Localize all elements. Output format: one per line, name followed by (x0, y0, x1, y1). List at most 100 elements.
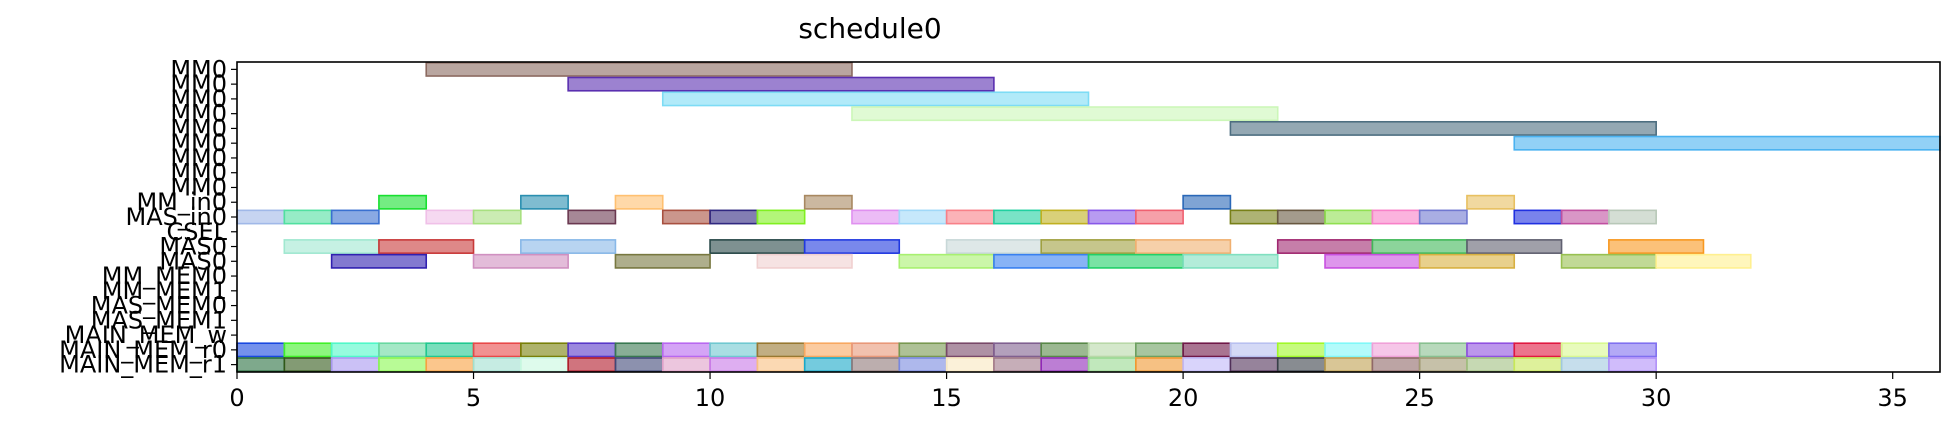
task-bar (803, 357, 853, 373)
task-bar (567, 209, 617, 225)
task-bar (898, 209, 948, 225)
task-bar (330, 342, 380, 358)
task-bar (1135, 209, 1184, 225)
task-bar (1371, 342, 1421, 358)
task-bar (567, 357, 617, 373)
task-bar (1182, 253, 1279, 269)
task-bar (472, 253, 569, 269)
row-label: MM0 (170, 159, 227, 187)
task-bar (1513, 342, 1563, 358)
task-bar (1182, 194, 1232, 210)
row-label: MM0 (170, 100, 227, 128)
task-bar (1135, 239, 1232, 254)
row-label: MAIN_MEM_r1 (59, 351, 227, 379)
task-bar (1418, 357, 1468, 373)
task-bar (1466, 194, 1516, 210)
task-bar (1229, 342, 1279, 358)
task-bar (236, 357, 286, 373)
row-label: MM0 (170, 144, 227, 172)
x-tick-label: 0 (229, 384, 244, 412)
task-bar (803, 194, 853, 210)
row-label: MAIN_MEM_r0 (59, 336, 227, 364)
task-bar (1040, 342, 1090, 358)
task-bar (1229, 120, 1657, 136)
task-bar (851, 357, 901, 373)
row-label: MM_in0 (136, 188, 227, 216)
task-bar (1276, 342, 1326, 358)
task-bar (283, 357, 333, 373)
task-bar (1324, 209, 1374, 225)
task-bar (993, 357, 1042, 373)
task-bar (236, 209, 286, 225)
task-bar (1040, 357, 1090, 373)
task-bar (1229, 209, 1279, 225)
x-tick-label: 35 (1877, 384, 1908, 412)
task-bar (378, 357, 428, 373)
task-bars (236, 61, 1941, 373)
x-tick-label: 10 (695, 384, 726, 412)
task-bar (614, 253, 711, 269)
task-bar (1513, 135, 1941, 151)
chart-title: schedule0 (798, 12, 941, 45)
task-bar (1324, 253, 1421, 269)
task-bar (472, 342, 522, 358)
x-axis: 0 5 10 15 20 25 30 35 (229, 372, 1908, 412)
task-bar (945, 239, 1042, 254)
task-bar (945, 357, 995, 373)
task-bar (1087, 342, 1137, 358)
task-bar (1276, 239, 1374, 254)
task-bar (1182, 357, 1232, 373)
x-tick-label: 25 (1404, 384, 1435, 412)
task-bar (614, 194, 664, 210)
task-bar (661, 209, 711, 225)
row-label: MM0 (170, 85, 227, 113)
x-tick-label: 5 (466, 384, 481, 412)
task-bar (993, 209, 1042, 225)
task-bar (709, 239, 806, 254)
task-bar (1276, 209, 1326, 225)
task-bar (851, 106, 1279, 122)
row-label: CSEL (166, 218, 227, 246)
task-bar (1371, 209, 1421, 225)
row-label: MM_MEM1 (102, 277, 227, 305)
row-label: MM0 (170, 55, 227, 83)
task-bar (756, 253, 853, 269)
x-tick-label: 15 (931, 384, 962, 412)
task-bar (378, 342, 428, 358)
task-bar (472, 209, 522, 225)
task-bar (1135, 342, 1184, 358)
row-label: MAS_MEM1 (91, 306, 227, 334)
task-bar (1324, 342, 1374, 358)
task-bar (614, 342, 664, 358)
task-bar (520, 342, 569, 358)
task-bar (1182, 342, 1232, 358)
task-bar (661, 91, 1090, 107)
row-label: MAS0 (159, 233, 227, 261)
task-bar (945, 209, 995, 225)
task-bar (472, 357, 522, 373)
row-label: MAIN_MEM_w (65, 321, 227, 349)
task-bar (330, 209, 380, 225)
task-bar (614, 357, 664, 373)
task-bar (283, 239, 380, 254)
row-label: MM0 (170, 129, 227, 157)
task-bar (567, 342, 617, 358)
task-bar (330, 357, 380, 373)
task-bar (1560, 357, 1610, 373)
plot-frame (236, 61, 1941, 373)
task-bar (803, 342, 853, 358)
task-bar (1087, 253, 1184, 269)
task-bar (661, 342, 711, 358)
task-bar (1560, 342, 1610, 358)
task-bar (520, 239, 617, 254)
task-bar (756, 209, 806, 225)
task-bar (851, 209, 901, 225)
task-bar (1371, 357, 1421, 373)
task-bar (1466, 239, 1563, 254)
task-bar (1560, 209, 1610, 225)
task-bar (993, 253, 1090, 269)
row-label: MAS0 (159, 247, 227, 275)
task-bar (1324, 357, 1374, 373)
task-bar (520, 194, 569, 210)
